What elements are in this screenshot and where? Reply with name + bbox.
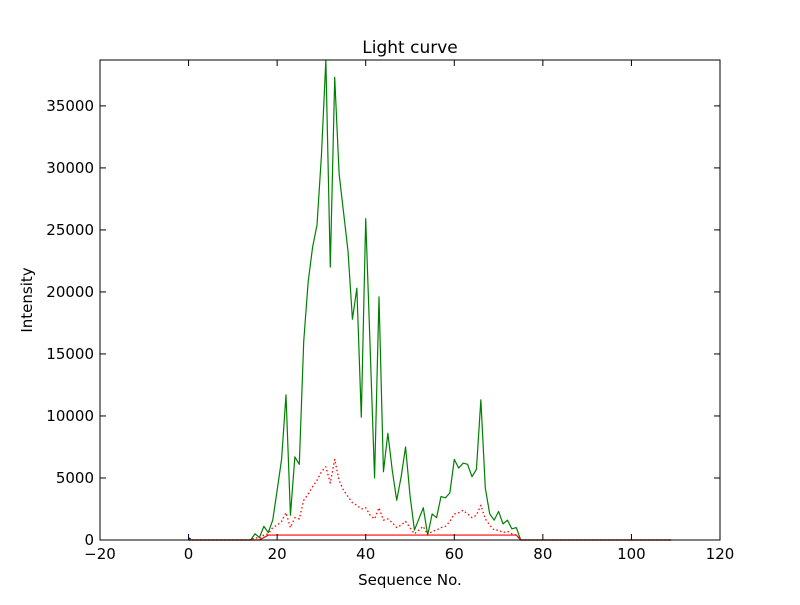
x-tick-label: 40	[356, 545, 375, 563]
x-tick-label: −20	[84, 545, 116, 563]
y-tick-label: 0	[84, 531, 94, 549]
y-tick-label: 10000	[46, 407, 94, 425]
chart-title: Light curve	[362, 38, 457, 58]
y-tick-label: 15000	[46, 345, 94, 363]
x-tick-label: 60	[445, 545, 464, 563]
y-tick-label: 30000	[46, 159, 94, 177]
plot-frame	[99, 59, 721, 541]
x-tick-label: 0	[184, 545, 194, 563]
x-axis-label: Sequence No.	[358, 571, 462, 589]
ticks-layer: −20 0 20 40 60 80 100 1200500010000150002000025…	[46, 60, 734, 563]
x-tick-label: 80	[533, 545, 552, 563]
x-tick-label: 120	[706, 545, 735, 563]
y-tick-label: 25000	[46, 221, 94, 239]
y-tick-label: 5000	[56, 469, 94, 487]
x-tick-label: 100	[617, 545, 646, 563]
y-tick-label: 35000	[46, 97, 94, 115]
y-tick-label: 20000	[46, 283, 94, 301]
x-tick-label: 20	[268, 545, 287, 563]
y-axis-label: Intensity	[18, 267, 36, 332]
